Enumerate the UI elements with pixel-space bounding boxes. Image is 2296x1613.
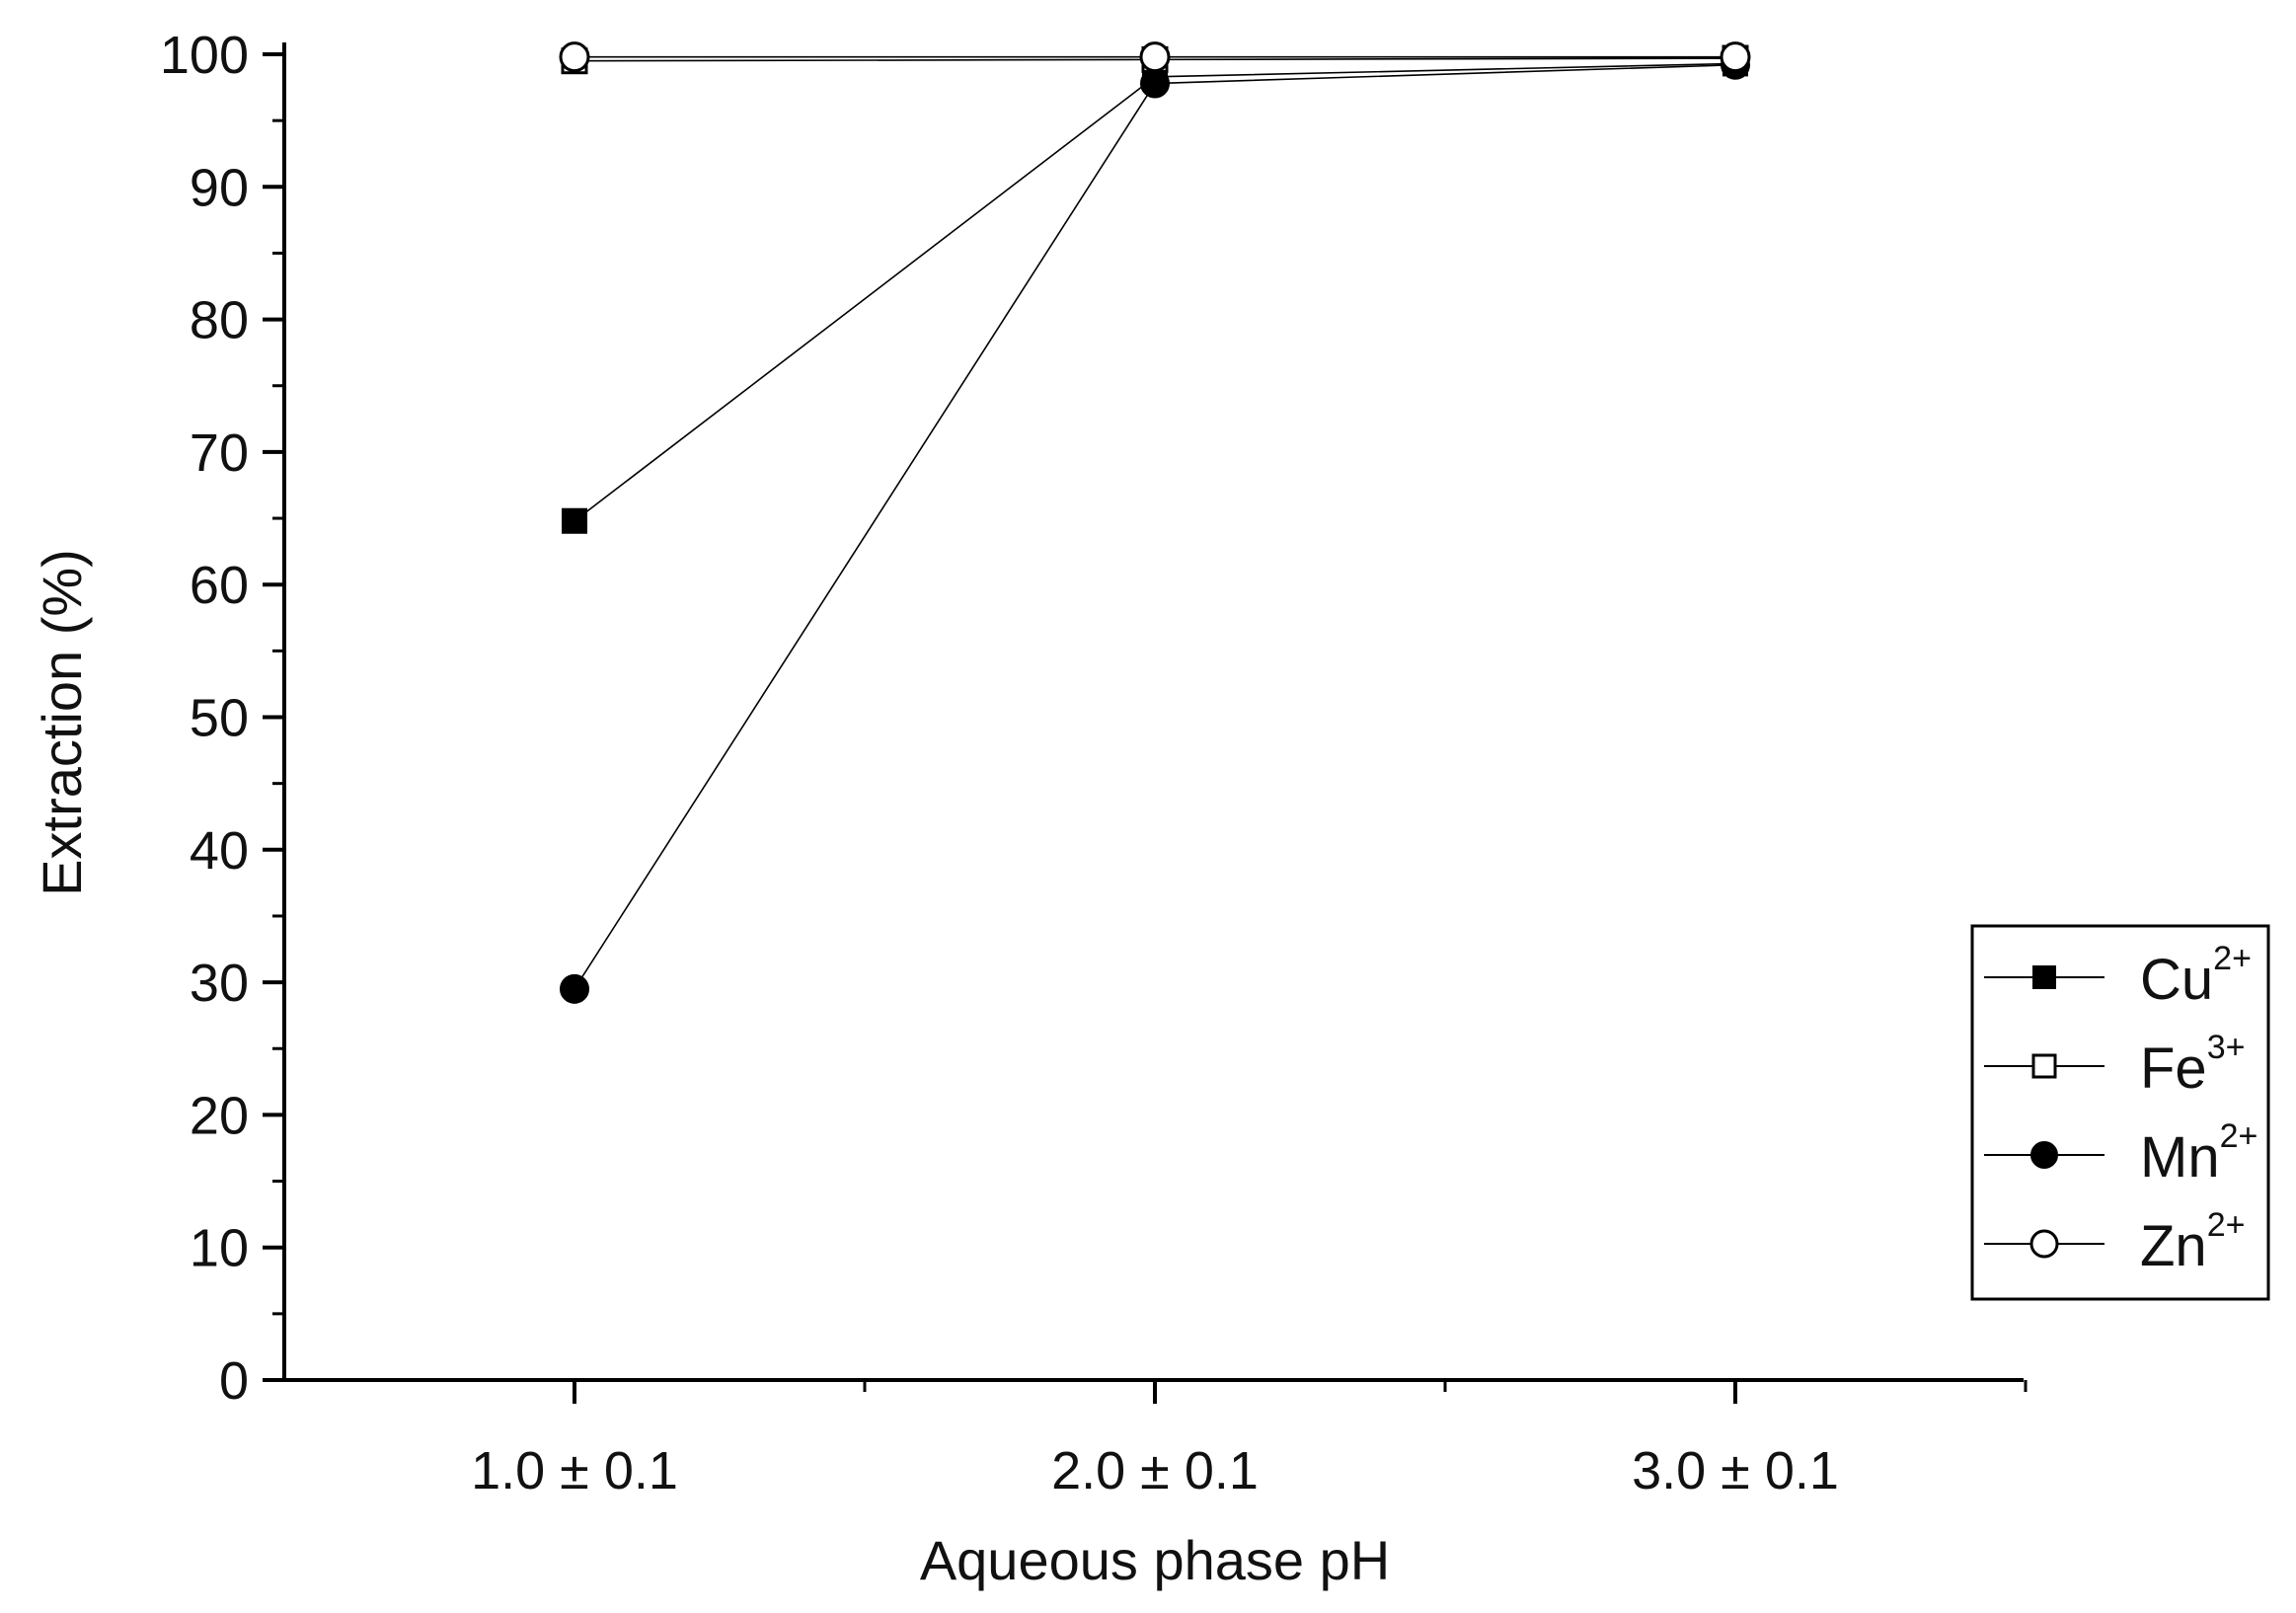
legend-marker-mn [2030,1141,2058,1169]
data-point-mn [1140,68,1170,99]
legend-label-fe: Fe3+ [2140,1029,2245,1101]
legend-item-fe: Fe3+ [1984,1029,2245,1101]
legend-element-name: Zn [2140,1214,2207,1278]
x-tick-label: 2.0 ± 0.1 [1051,1441,1259,1500]
y-axis-title: Extraction (%) [31,549,93,896]
legend-item-cu: Cu2+ [1984,940,2252,1012]
x-axis-title: Aqueous phase pH [920,1529,1390,1591]
x-tick-label: 3.0 ± 0.1 [1632,1441,1839,1500]
data-point-zn [559,41,590,73]
legend-label-zn: Zn2+ [2140,1206,2245,1278]
y-tick-label: 40 [190,821,249,881]
data-point-zn [1720,41,1751,73]
series-markers [559,41,1751,1004]
series-line-cu [574,62,1736,522]
legend-item-mn: Mn2+ [1984,1117,2258,1190]
legend-item-zn: Zn2+ [1984,1206,2245,1278]
data-point-cu [562,507,587,534]
y-tick-label: 10 [190,1219,249,1278]
legend-charge-superscript: 2+ [2213,940,2252,977]
y-tick-label: 20 [190,1086,249,1145]
legend: Cu2+Fe3+Mn2+Zn2+ [1970,924,2270,1301]
legend-label-cu: Cu2+ [2140,940,2252,1012]
legend-marker-fe [2031,1053,2057,1079]
legend-label-mn: Mn2+ [2140,1117,2258,1190]
legend-marker-cu [2032,965,2056,989]
y-tick-label: 30 [190,954,249,1013]
x-tick-label: 1.0 ± 0.1 [471,1441,678,1500]
legend-element-name: Fe [2140,1037,2207,1101]
y-tick-label: 60 [190,556,249,615]
axes: 0 10 20 30 40 50 60 70 80 90 100 1.0 ± 0.1 2.0 ± 0.1… [160,26,2028,1500]
data-point-zn [1139,41,1171,73]
y-tick-label: 0 [219,1351,249,1411]
y-tick-label: 70 [190,423,249,483]
legend-charge-superscript: 3+ [2207,1029,2246,1066]
y-tick-label: 90 [190,158,249,217]
legend-element-name: Mn [2140,1125,2220,1190]
data-point-mn [560,973,589,1004]
legend-charge-superscript: 2+ [2220,1117,2258,1155]
y-tick-label: 80 [190,291,249,350]
legend-box [1970,924,2270,1301]
series-lines [574,55,1736,990]
legend-element-name: Cu [2140,948,2213,1012]
series-line-mn [574,63,1736,990]
legend-marker-zn [2029,1229,2059,1259]
y-tick-label: 50 [190,689,249,748]
y-tick-label: 100 [160,26,249,85]
legend-charge-superscript: 2+ [2207,1206,2246,1244]
